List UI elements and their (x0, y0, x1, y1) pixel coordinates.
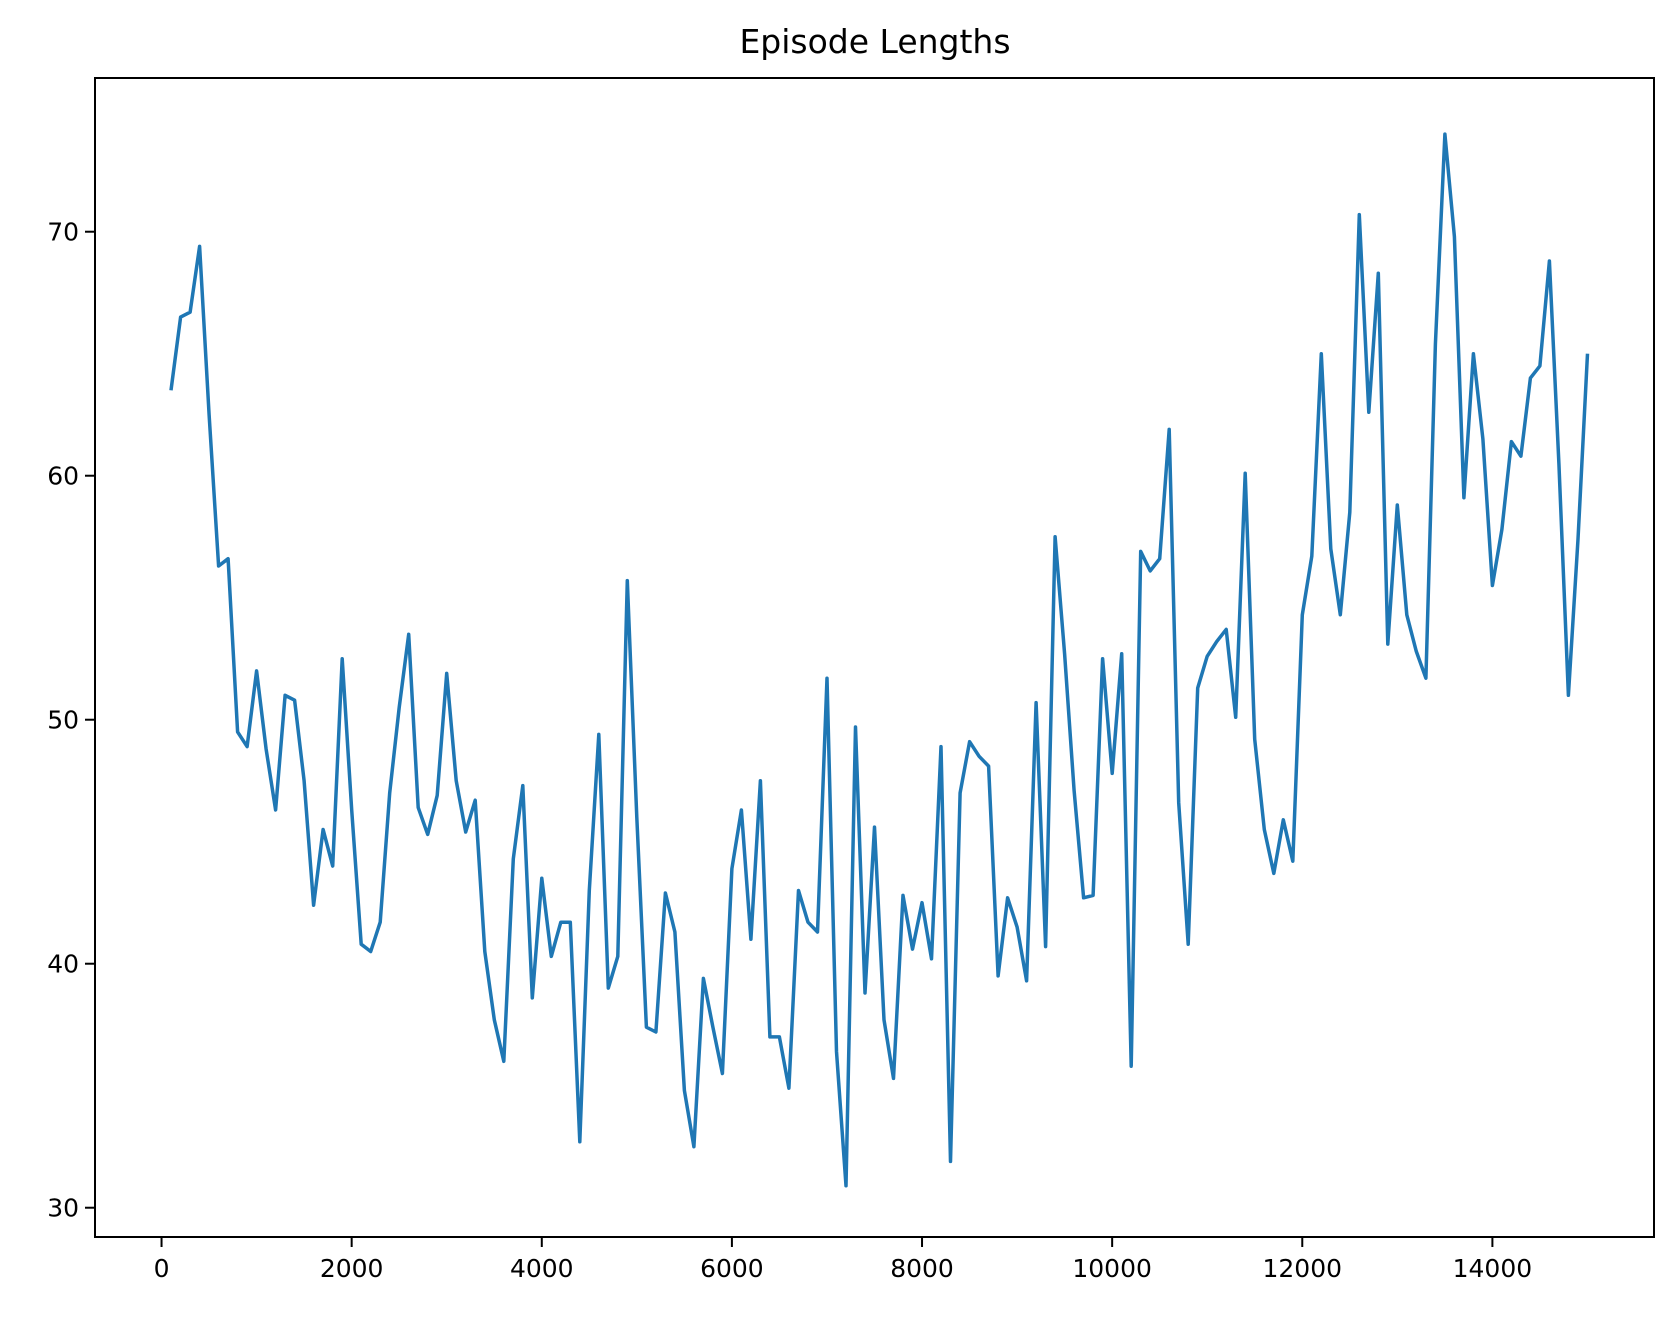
y-tick-label: 60 (47, 462, 79, 491)
series-line (169, 132, 1590, 1188)
y-tick-label: 40 (47, 950, 79, 979)
x-axis: 0 2000 4000 6000 8000 10000 12000 14000 (154, 1237, 1533, 1283)
x-tick-label: 4000 (510, 1254, 574, 1283)
x-tick-label: 6000 (700, 1254, 764, 1283)
x-tick-label: 14000 (1453, 1254, 1533, 1283)
y-tick-label: 70 (47, 218, 79, 247)
y-tick-label: 30 (47, 1194, 79, 1223)
y-tick-label: 50 (47, 706, 79, 735)
y-axis: 30 40 50 60 70 (47, 218, 95, 1223)
x-tick-label: 12000 (1263, 1254, 1343, 1283)
x-tick-label: 2000 (320, 1254, 384, 1283)
plot-frame (94, 77, 1655, 1238)
x-tick-label: 10000 (1072, 1254, 1152, 1283)
x-tick-label: 0 (154, 1254, 170, 1283)
chart-title: Episode Lengths (739, 22, 1010, 61)
x-tick-label: 8000 (890, 1254, 954, 1283)
